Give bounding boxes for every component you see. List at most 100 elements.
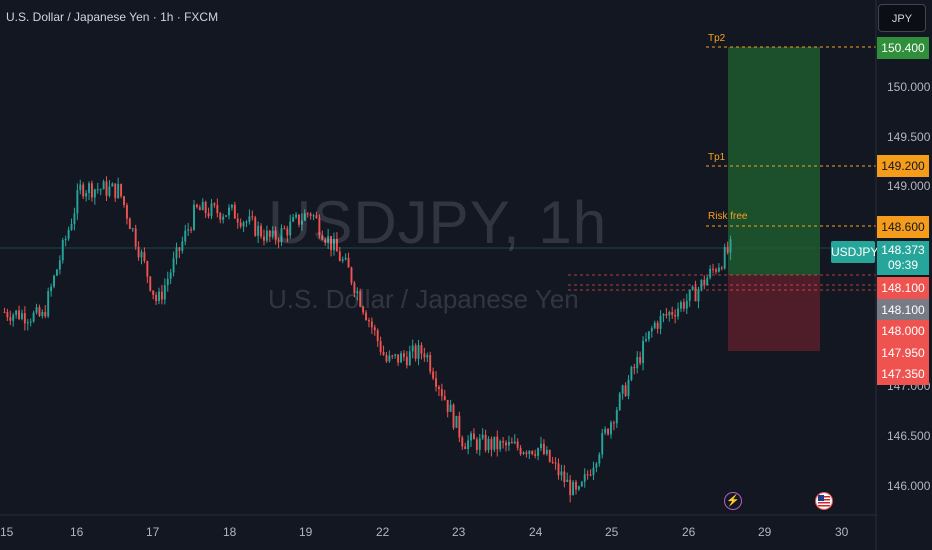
candle	[225, 215, 228, 217]
candle	[373, 327, 376, 331]
candle	[67, 229, 70, 239]
currency-button[interactable]: JPY	[878, 4, 926, 32]
candle	[627, 379, 630, 397]
candle	[560, 471, 563, 476]
x-tick: 15	[0, 525, 14, 539]
x-tick: 30	[835, 525, 849, 539]
candle	[277, 240, 280, 243]
candle	[566, 479, 569, 482]
candle	[458, 415, 461, 438]
candle	[93, 189, 96, 198]
candle	[108, 186, 111, 196]
stop-price-tag[interactable]: 147.350	[877, 363, 929, 385]
candle	[569, 479, 572, 496]
risk-free-price-tag[interactable]: 148.600	[877, 216, 929, 238]
candle	[123, 196, 125, 206]
candle	[239, 222, 242, 227]
candle	[283, 228, 286, 230]
candle	[195, 204, 198, 208]
candle	[327, 236, 330, 243]
candle	[423, 353, 426, 358]
candle	[682, 302, 685, 309]
candle	[228, 207, 230, 216]
candle	[163, 285, 166, 300]
candle	[726, 246, 729, 253]
x-tick: 23	[452, 525, 466, 539]
candle	[437, 386, 440, 390]
candle	[455, 415, 458, 428]
candle	[20, 313, 23, 319]
x-tick: 25	[605, 525, 619, 539]
candle	[624, 385, 627, 397]
candle	[210, 203, 213, 217]
candle	[175, 247, 178, 259]
candle	[82, 184, 85, 197]
candle	[368, 320, 370, 322]
us-flag-icon[interactable]	[815, 492, 833, 510]
chart-title: U.S. Dollar / Japanese Yen · 1h · FXCM	[6, 10, 219, 24]
candle	[96, 189, 99, 191]
candle	[586, 474, 589, 476]
candle	[487, 438, 490, 451]
x-tick: 24	[529, 525, 543, 539]
candle	[636, 356, 639, 369]
candle	[271, 230, 274, 237]
candle	[429, 355, 432, 372]
candle	[604, 428, 607, 433]
x-tick: 18	[223, 525, 237, 539]
tp1-price-tag[interactable]: 149.200	[877, 155, 929, 177]
lightning-icon[interactable]: ⚡	[724, 492, 742, 510]
candle	[729, 239, 732, 253]
candle	[493, 436, 496, 450]
candle	[193, 204, 195, 230]
candle	[254, 217, 257, 236]
tp2-price-tag[interactable]: 150.400	[877, 37, 929, 59]
candle	[178, 247, 181, 251]
candle	[102, 181, 105, 190]
entry-price-tag[interactable]: 148.100	[877, 277, 929, 299]
candle	[402, 353, 405, 357]
candle	[633, 366, 636, 369]
candle	[353, 282, 356, 294]
candle	[242, 222, 245, 227]
candle	[443, 396, 446, 400]
candle	[134, 228, 137, 247]
candle	[50, 286, 53, 292]
candle	[510, 441, 513, 444]
candle	[540, 443, 542, 449]
candle	[131, 228, 134, 230]
candle	[452, 404, 455, 428]
candle	[420, 345, 423, 354]
candle	[53, 275, 55, 287]
candle	[537, 448, 540, 456]
candle	[417, 345, 420, 359]
candle	[125, 205, 128, 219]
candle	[589, 474, 592, 476]
candle	[379, 341, 382, 353]
candle	[330, 236, 333, 251]
y-tick: 150.000	[887, 80, 931, 94]
candle	[691, 286, 694, 290]
candle	[397, 354, 400, 363]
candle	[615, 409, 618, 424]
x-tick: 19	[299, 525, 313, 539]
candle	[265, 230, 268, 241]
last-price-tag: 148.373 09:39	[877, 241, 929, 275]
candle	[289, 221, 292, 236]
candle	[685, 300, 688, 309]
candle	[575, 481, 577, 490]
candle	[111, 183, 114, 187]
candle	[15, 310, 18, 315]
candle	[347, 257, 350, 268]
candle	[233, 204, 236, 219]
candle	[706, 277, 709, 286]
candle	[645, 339, 647, 341]
candle	[697, 288, 700, 302]
candle	[470, 433, 472, 441]
candle	[583, 474, 586, 482]
candle	[341, 259, 344, 261]
candle	[201, 202, 204, 211]
candle	[662, 313, 665, 316]
candle	[114, 183, 117, 198]
